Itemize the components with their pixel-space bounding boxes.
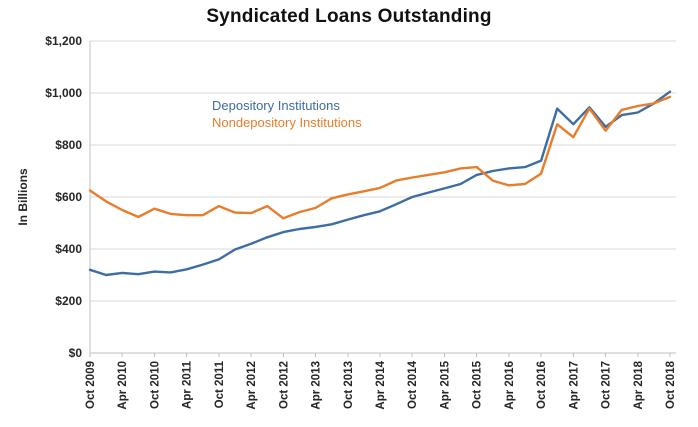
x-axis-tick-label: Apr 2017 <box>568 361 580 410</box>
x-axis-tick-label: Oct 2011 <box>214 360 226 408</box>
y-axis-tick-label: $0 <box>69 346 83 360</box>
x-axis-tick-label: Apr 2011 <box>182 360 194 409</box>
nondepository-line <box>88 95 672 220</box>
x-axis-tick-label: Oct 2018 <box>665 360 677 409</box>
x-axis-tick-label: Apr 2015 <box>439 360 451 409</box>
x-axis-tick-label: Oct 2015 <box>472 360 484 409</box>
x-axis-tick-label: Oct 2016 <box>536 361 548 409</box>
x-axis-tick-label: Apr 2010 <box>117 361 129 410</box>
y-axis-tick-label: $200 <box>55 294 82 308</box>
x-axis-tick-label: Apr 2016 <box>504 361 516 410</box>
x-axis-tick-label: Apr 2018 <box>633 360 645 409</box>
y-axis-tick-label: $600 <box>55 190 82 204</box>
x-axis-tick-label: Oct 2014 <box>407 360 419 409</box>
x-axis-tick-label: Oct 2009 <box>85 361 97 409</box>
x-axis-tick-label: Apr 2014 <box>375 360 387 409</box>
x-axis-tick-label: Oct 2013 <box>343 361 355 409</box>
y-axis-tick-label: $1,200 <box>45 34 82 48</box>
y-axis-tick-label: $1,000 <box>45 86 82 100</box>
chart-title: Syndicated Loans Outstanding <box>206 6 492 27</box>
x-axis-tick-label: Oct 2012 <box>278 361 290 409</box>
x-axis-tick-label: Oct 2010 <box>149 361 161 409</box>
legend-label-nondepository: Nondepository Institutions <box>212 115 362 130</box>
y-axis-tick-label: $400 <box>55 242 82 256</box>
x-axis-tick-label: Apr 2012 <box>246 361 258 410</box>
depository-line <box>88 90 672 277</box>
y-axis-tick-label: $800 <box>55 138 82 152</box>
legend: Depository Institutions Nondepository In… <box>212 97 362 131</box>
x-axis-tick-label: Oct 2017 <box>601 361 613 409</box>
y-axis-title: In Billions <box>16 168 30 226</box>
legend-label-depository: Depository Institutions <box>212 98 340 113</box>
x-axis-tick-label: Apr 2013 <box>311 361 323 410</box>
